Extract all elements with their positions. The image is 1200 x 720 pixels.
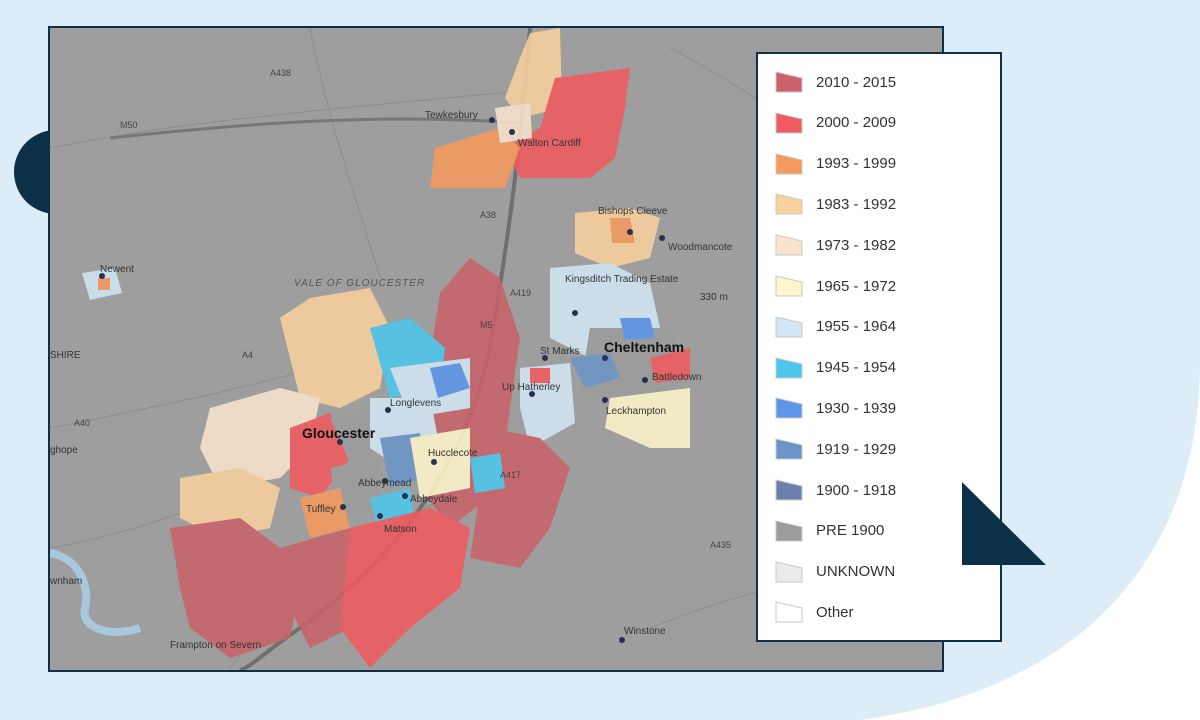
legend-item: 1930 - 1939	[774, 394, 896, 422]
legend-item: 2000 - 2009	[774, 109, 896, 137]
place-tewkesbury: Tewkesbury	[425, 110, 478, 121]
legend-swatch	[775, 560, 803, 583]
legend-label: 2000 - 2009	[816, 114, 897, 132]
legend-swatch	[775, 316, 803, 338]
legend-swatch	[775, 356, 803, 379]
road-label-a419: A419	[510, 288, 531, 298]
legend-item: 1955 - 1964	[774, 313, 896, 341]
legend-panel: 2010 - 2015 2000 - 2009 1993 - 1999 1983 - …	[756, 52, 1002, 642]
legend-label: 1993 - 1999	[816, 155, 897, 173]
place-frampton: Frampton on Severn	[170, 640, 261, 651]
legend-label: 1983 - 1992	[816, 195, 897, 213]
legend-swatch	[775, 438, 803, 460]
legend-item: UNKNOWN	[774, 558, 895, 586]
place-battledown: Battledown	[652, 372, 701, 383]
elevation-label: 330 m	[700, 292, 728, 303]
legend-label: 1900 - 1918	[816, 481, 897, 499]
place-woodmancote: Woodmancote	[668, 242, 733, 253]
legend-item: 1945 - 1954	[774, 354, 896, 382]
road-label-a438: A438	[270, 68, 291, 78]
decorative-triangle	[962, 482, 1046, 565]
place-hope: ghope	[50, 445, 78, 456]
place-cheltenham: Cheltenham	[604, 339, 684, 355]
legend-label: 2010 - 2015	[816, 73, 897, 91]
legend-swatch	[775, 601, 803, 623]
road-label-a4: A4	[242, 350, 253, 360]
legend-label: 1919 - 1929	[816, 440, 897, 458]
road-label-a417: A417	[500, 470, 521, 480]
region-vale-of-gloucester: VALE OF GLOUCESTER	[294, 278, 425, 289]
legend-item: 1900 - 1918	[774, 476, 896, 504]
place-kingsditch: Kingsditch Trading Estate	[565, 274, 679, 285]
legend-label: 1973 - 1982	[816, 236, 897, 254]
legend-label: Other	[816, 603, 854, 621]
place-newent: Newent	[100, 264, 134, 275]
legend-item: 1983 - 1992	[774, 190, 896, 218]
legend-swatch	[775, 397, 803, 419]
legend-item: 2010 - 2015	[774, 68, 896, 96]
place-leckhampton: Leckhampton	[606, 406, 666, 417]
legend-swatch	[775, 193, 803, 215]
place-tuffley: Tuffley	[306, 504, 335, 515]
place-abbeymead: Abbeymead	[358, 478, 411, 489]
place-hucclecote: Hucclecote	[428, 448, 478, 459]
legend-label: PRE 1900	[816, 522, 885, 540]
place-matson: Matson	[384, 524, 417, 535]
legend-swatch	[775, 479, 803, 501]
legend-label: UNKNOWN	[816, 563, 896, 581]
place-gloucester: Gloucester	[302, 425, 376, 441]
legend-item: 1993 - 1999	[774, 150, 896, 178]
place-abbeydale: Abbeydale	[410, 494, 458, 505]
legend-label: 1965 - 1972	[816, 277, 897, 295]
region-shire: SHIRE	[50, 350, 81, 361]
legend-swatch	[775, 71, 803, 93]
legend-label: 1930 - 1939	[816, 399, 897, 417]
legend-swatch	[775, 112, 803, 134]
legend-item: Other	[774, 598, 854, 626]
legend-item: 1919 - 1929	[774, 435, 896, 463]
place-newnham: wnham	[50, 576, 82, 587]
legend-item: 1965 - 1972	[774, 272, 896, 300]
place-up-hatherley: Up Hatherley	[502, 382, 560, 393]
place-walton-cardiff: Walton Cardiff	[518, 138, 581, 149]
place-longlevens: Longlevens	[390, 398, 441, 409]
road-label-a40: A40	[74, 418, 90, 428]
legend-item: 1973 - 1982	[774, 231, 896, 259]
place-st-marks: St Marks	[540, 346, 579, 357]
legend-item: PRE 1900	[774, 517, 884, 545]
road-label-a38: A38	[480, 210, 496, 220]
road-label-m5: M5	[480, 320, 493, 330]
road-label-m50: M50	[120, 120, 138, 130]
road-label-a435: A435	[710, 540, 731, 550]
place-winstone: Winstone	[624, 626, 666, 637]
legend-swatch	[775, 234, 803, 256]
legend-label: 1955 - 1964	[816, 318, 897, 336]
place-bishops-cleeve: Bishops Cleeve	[598, 206, 668, 217]
legend-swatch	[775, 152, 803, 175]
legend-swatch	[775, 520, 803, 542]
legend-label: 1945 - 1954	[816, 359, 897, 377]
legend-swatch	[775, 275, 803, 297]
